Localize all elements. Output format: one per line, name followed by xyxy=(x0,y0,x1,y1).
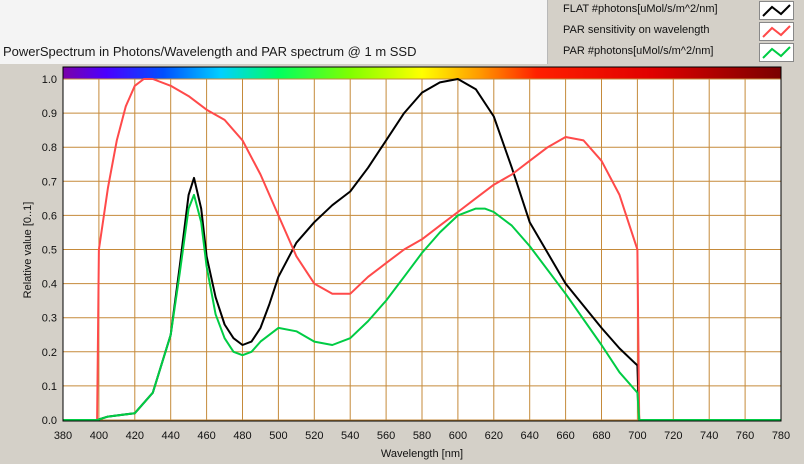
y-tick-label: 0.8 xyxy=(42,142,57,154)
y-tick-labels: 0.0 0.1 0.2 0.3 0.4 0.5 0.6 0.7 0.8 0.9 1.0 xyxy=(42,74,57,427)
y-tick-label: 0.2 xyxy=(42,347,57,359)
y-tick-label: 0.7 xyxy=(42,176,57,188)
x-tick-label: 480 xyxy=(233,430,251,442)
x-tick-label: 440 xyxy=(162,430,180,442)
x-tick-label: 460 xyxy=(197,430,215,442)
y-tick-label: 0.6 xyxy=(42,210,57,222)
y-tick-label: 0.1 xyxy=(42,381,57,393)
legend: FLAT #photons[uMol/s/m^2/nm] PAR sensiti… xyxy=(548,0,804,64)
x-tick-label: 380 xyxy=(54,430,72,442)
x-tick-label: 420 xyxy=(126,430,144,442)
spectrum-color-bar xyxy=(63,67,781,79)
x-tick-label: 600 xyxy=(449,430,467,442)
legend-label: PAR #photons[uMol/s/m^2/nm] xyxy=(563,45,714,57)
legend-item-flat-photons[interactable]: FLAT #photons[uMol/s/m^2/nm] xyxy=(548,0,804,20)
legend-swatch-icon[interactable] xyxy=(759,22,794,41)
y-axis-label: Relative value [0..1] xyxy=(22,202,34,299)
legend-item-par-photons[interactable]: PAR #photons[uMol/s/m^2/nm] xyxy=(548,42,804,62)
chart-title-bar: PowerSpectrum in Photons/Wavelength and … xyxy=(0,0,548,64)
x-tick-label: 640 xyxy=(521,430,539,442)
x-tick-label: 660 xyxy=(556,430,574,442)
x-tick-label: 680 xyxy=(592,430,610,442)
y-tick-label: 0.5 xyxy=(42,245,57,257)
x-tick-label: 700 xyxy=(628,430,646,442)
legend-swatch-icon[interactable] xyxy=(759,43,794,62)
plot-frame xyxy=(62,66,782,422)
grid-lines xyxy=(62,78,782,421)
series-line-0 xyxy=(63,78,781,421)
x-tick-label: 560 xyxy=(377,430,395,442)
chart-title: PowerSpectrum in Photons/Wavelength and … xyxy=(3,44,417,59)
x-tick-label: 400 xyxy=(90,430,108,442)
x-tick-label: 780 xyxy=(772,430,790,442)
x-tick-label: 540 xyxy=(341,430,359,442)
x-tick-label: 580 xyxy=(413,430,431,442)
y-tick-label: 0.9 xyxy=(42,108,57,120)
x-axis-label: Wavelength [nm] xyxy=(381,448,463,460)
x-tick-label: 500 xyxy=(269,430,287,442)
x-tick-label: 720 xyxy=(664,430,682,442)
x-tick-label: 620 xyxy=(485,430,503,442)
legend-label: FLAT #photons[uMol/s/m^2/nm] xyxy=(563,3,718,15)
y-tick-label: 1.0 xyxy=(42,74,57,86)
x-tick-label: 520 xyxy=(305,430,323,442)
y-tick-label: 0.3 xyxy=(42,313,57,325)
series-lines xyxy=(63,78,781,421)
series-line-2 xyxy=(63,193,781,421)
legend-swatch-icon[interactable] xyxy=(759,1,794,20)
x-tick-label: 760 xyxy=(736,430,754,442)
x-tick-labels: 380 400 420 440 460 480 500 520 540 560 580 600 620 6… xyxy=(54,430,790,442)
series-line-1 xyxy=(63,78,781,421)
x-tick-label: 740 xyxy=(700,430,718,442)
legend-label: PAR sensitivity on wavelength xyxy=(563,24,710,36)
y-tick-label: 0.0 xyxy=(42,415,57,427)
y-tick-label: 0.4 xyxy=(42,279,57,291)
legend-item-par-sensitivity[interactable]: PAR sensitivity on wavelength xyxy=(548,21,804,41)
